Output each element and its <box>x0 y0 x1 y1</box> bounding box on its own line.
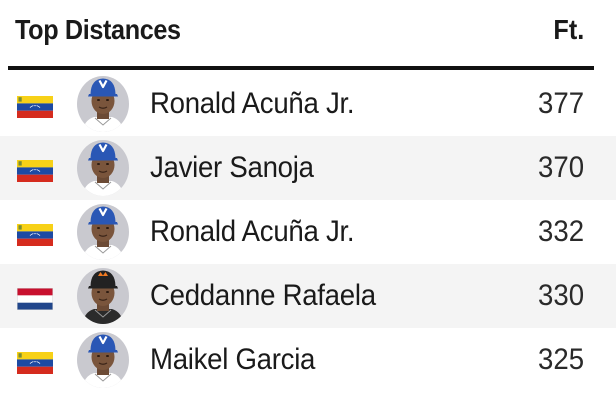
venezuela-flag-icon <box>17 352 53 374</box>
leaderboard-row: Ronald Acuña Jr. 332 <box>0 200 616 264</box>
player-name: Ceddanne Rafaela <box>150 279 376 312</box>
netherlands-flag-icon <box>17 288 53 310</box>
distance-value: 370 <box>537 151 584 184</box>
leaderboard-row: Javier Sanoja 370 <box>0 136 616 200</box>
venezuela-flag-icon <box>17 96 53 118</box>
player-name: Ronald Acuña Jr. <box>150 87 355 120</box>
header-divider <box>8 66 594 70</box>
distance-column-header: Ft. <box>553 14 584 45</box>
player-headshot <box>77 268 129 324</box>
leaderboard-row: Ceddanne Rafaela 330 <box>0 264 616 328</box>
venezuela-flag-icon <box>17 160 53 182</box>
table-header: Top Distances Ft. <box>0 0 616 64</box>
player-headshot <box>77 140 129 196</box>
player-headshot <box>77 204 129 260</box>
distance-value: 332 <box>537 215 584 248</box>
leaderboard-row: Ronald Acuña Jr. 377 <box>0 72 616 136</box>
leaderboard-row: Maikel Garcia 325 <box>0 328 616 392</box>
venezuela-flag-icon <box>17 224 53 246</box>
distance-value: 377 <box>537 87 584 120</box>
distance-value: 325 <box>537 343 584 376</box>
player-name: Javier Sanoja <box>150 151 314 184</box>
distance-value: 330 <box>537 279 584 312</box>
player-name: Maikel Garcia <box>150 343 316 376</box>
player-name: Ronald Acuña Jr. <box>150 215 355 248</box>
header-title: Top Distances <box>15 14 181 45</box>
player-headshot <box>77 76 129 132</box>
leaderboard-list: Ronald Acuña Jr. 377 Javier Sanoja 370 R… <box>0 72 616 392</box>
player-headshot <box>77 332 129 388</box>
